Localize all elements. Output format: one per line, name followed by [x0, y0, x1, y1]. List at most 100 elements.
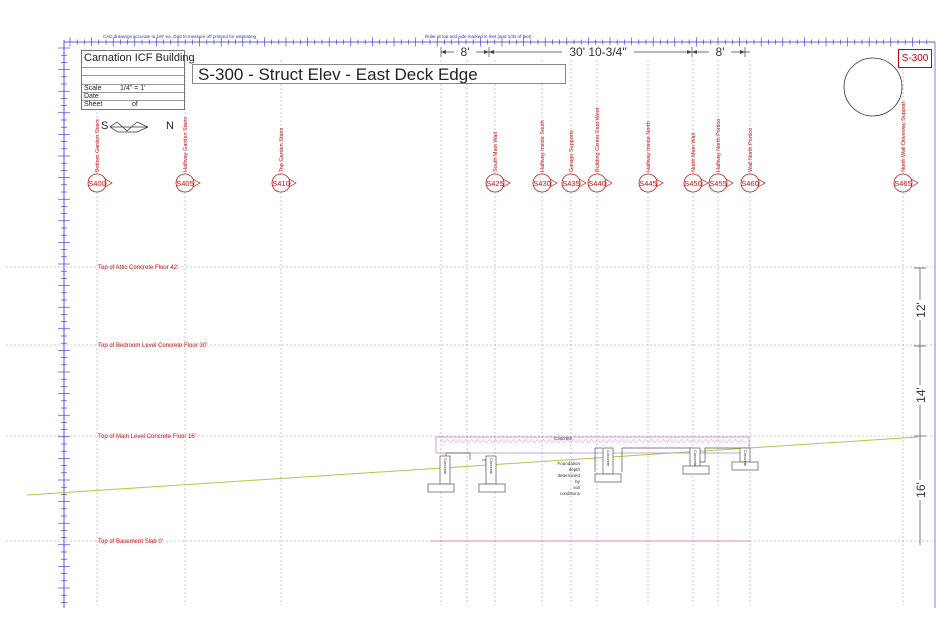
cad-note-center: Ruler at top and side marked in feet (an… [425, 34, 532, 39]
cad-note-left: CAD drawings accurate to 1/8" ea. Grid t… [103, 34, 257, 39]
section-marker: S440 Building Center East West [587, 107, 613, 193]
compass-north-label: N [166, 120, 174, 132]
dimension-8ft-right: 8' [716, 45, 725, 59]
section-marker-id: S465 [894, 179, 912, 188]
section-arrow-icon [655, 178, 664, 188]
title-row-scale: Scale 1/4" = 1' [82, 84, 184, 93]
section-marker-label: Garage Supports [569, 130, 575, 172]
level-attic: Top of Attic Concrete Floor 42' [98, 265, 178, 271]
section-marker-id: S400 [88, 179, 106, 188]
scale-label: Scale [84, 85, 102, 92]
section-marker: S405 Halfway Garden Stairs [175, 117, 201, 193]
level-basement: Top of Basement Slab 0' [98, 539, 163, 545]
section-marker: S425 South Main Wall [485, 132, 511, 193]
column-1-label: Concrete [443, 458, 448, 475]
compass-circle [843, 57, 903, 117]
title-row-date: Date [82, 92, 184, 101]
deck-structure [427, 436, 759, 493]
grid-lines [96, 60, 904, 605]
section-marker-label: Wall North Portico [748, 128, 754, 172]
section-arrow-icon [288, 178, 297, 188]
foundation-note-line: Foundation [557, 461, 580, 466]
section-marker-circle [561, 173, 581, 193]
dimension-overall: 30' 10-3/4" [569, 45, 626, 59]
section-marker-circle [638, 173, 658, 193]
drawing-title: S-300 - Struct Elev - East Deck Edge [192, 64, 566, 84]
section-marker-label: Halfway Garden Stairs [183, 117, 189, 172]
foundation-note-line: conditions [560, 491, 581, 496]
section-arrow-icon [502, 178, 511, 188]
section-marker: S450 North Main Wall [683, 133, 709, 193]
footing-4 [682, 465, 710, 475]
section-marker-label: North Main Wall [691, 133, 697, 172]
section-marker-id: S445 [639, 179, 657, 188]
column-5-label: Concrete [743, 450, 748, 467]
foundation-note-line: by [575, 479, 581, 484]
section-marker: S435 Garage Supports [561, 130, 587, 193]
section-marker: S410 Top Garden Stairs [271, 127, 297, 193]
elevation-dim-16ft: 16' [914, 482, 928, 498]
footing-5 [731, 461, 759, 471]
section-marker-circle [893, 173, 913, 193]
section-marker-label: Top Garden Stairs [279, 127, 285, 172]
column-4-label: Concrete [693, 450, 698, 467]
section-marker-circle [485, 173, 505, 193]
section-arrow-icon [910, 178, 919, 188]
title-row-blank [82, 75, 184, 84]
foundation-note-line: soil [573, 485, 580, 490]
level-bedroom: Top of Bedroom Level Concrete Floor 30' [98, 343, 207, 349]
section-marker-circle [740, 173, 760, 193]
deck-slab [435, 436, 750, 454]
sheet-of-label: of [132, 101, 138, 108]
footing-3 [594, 473, 622, 483]
section-marker: S455 Halfway North Portico [708, 119, 734, 193]
footing-2 [478, 483, 506, 493]
deck-rebar-pattern [439, 439, 747, 443]
section-marker-id: S435 [562, 179, 580, 188]
deck-slab-label: Concrete [554, 436, 573, 441]
section-marker-circle [175, 173, 195, 193]
section-marker-circle [708, 173, 728, 193]
section-arrow-icon [549, 178, 558, 188]
date-label: Date [84, 93, 99, 100]
section-marker: S445 Halfway Inside North [638, 121, 664, 193]
dimension-lines [440, 45, 927, 545]
section-marker-label: Halfway Inside North [646, 121, 652, 172]
section-marker-circle [271, 173, 291, 193]
section-marker-label: Bottom Garden Stairs [95, 119, 101, 172]
level-lines [6, 266, 935, 542]
foundation-note-line: depth [569, 467, 581, 472]
section-arrow-icon [757, 178, 766, 188]
section-arrow-icon [700, 178, 709, 188]
foundation-note: Foundation depth determined by soil cond… [557, 461, 580, 496]
title-row-blank [82, 67, 184, 76]
section-marker-id: S460 [741, 179, 759, 188]
elevation-dim-14ft: 14' [914, 387, 928, 403]
section-marker-label: Building Center East West [595, 107, 601, 172]
section-marker: S400 Bottom Garden Stairs [87, 119, 113, 193]
column-3-label: Concrete [606, 450, 611, 467]
section-marker-circle [532, 173, 552, 193]
scale-value: 1/4" = 1' [120, 85, 146, 92]
section-arrow-icon [604, 178, 613, 188]
footing-1 [427, 483, 455, 493]
section-marker: S460 Wall North Portico [740, 128, 766, 193]
elevation-dim-12ft: 12' [914, 302, 928, 318]
title-row-sheet: Sheet of [82, 100, 184, 109]
level-main: Top of Main Level Concrete Floor 16' [98, 434, 196, 440]
section-arrow-icon [578, 178, 587, 188]
section-marker-label: Halfway North Portico [716, 119, 722, 172]
section-marker-circle [683, 173, 703, 193]
section-arrow-icon [192, 178, 201, 188]
section-marker: S430 Halfway Inside South [532, 120, 558, 193]
section-marker-id: S430 [533, 179, 551, 188]
section-marker-circle [587, 173, 607, 193]
ground-line [26, 436, 919, 496]
section-arrow-icon [725, 178, 734, 188]
section-arrow-icon [104, 178, 113, 188]
foundation-note-line: determined [557, 473, 580, 478]
section-marker: S465 North Wall Driveway Support [893, 101, 919, 193]
section-marker-id: S410 [272, 179, 290, 188]
sheet-id-box: S-300 [898, 49, 932, 68]
